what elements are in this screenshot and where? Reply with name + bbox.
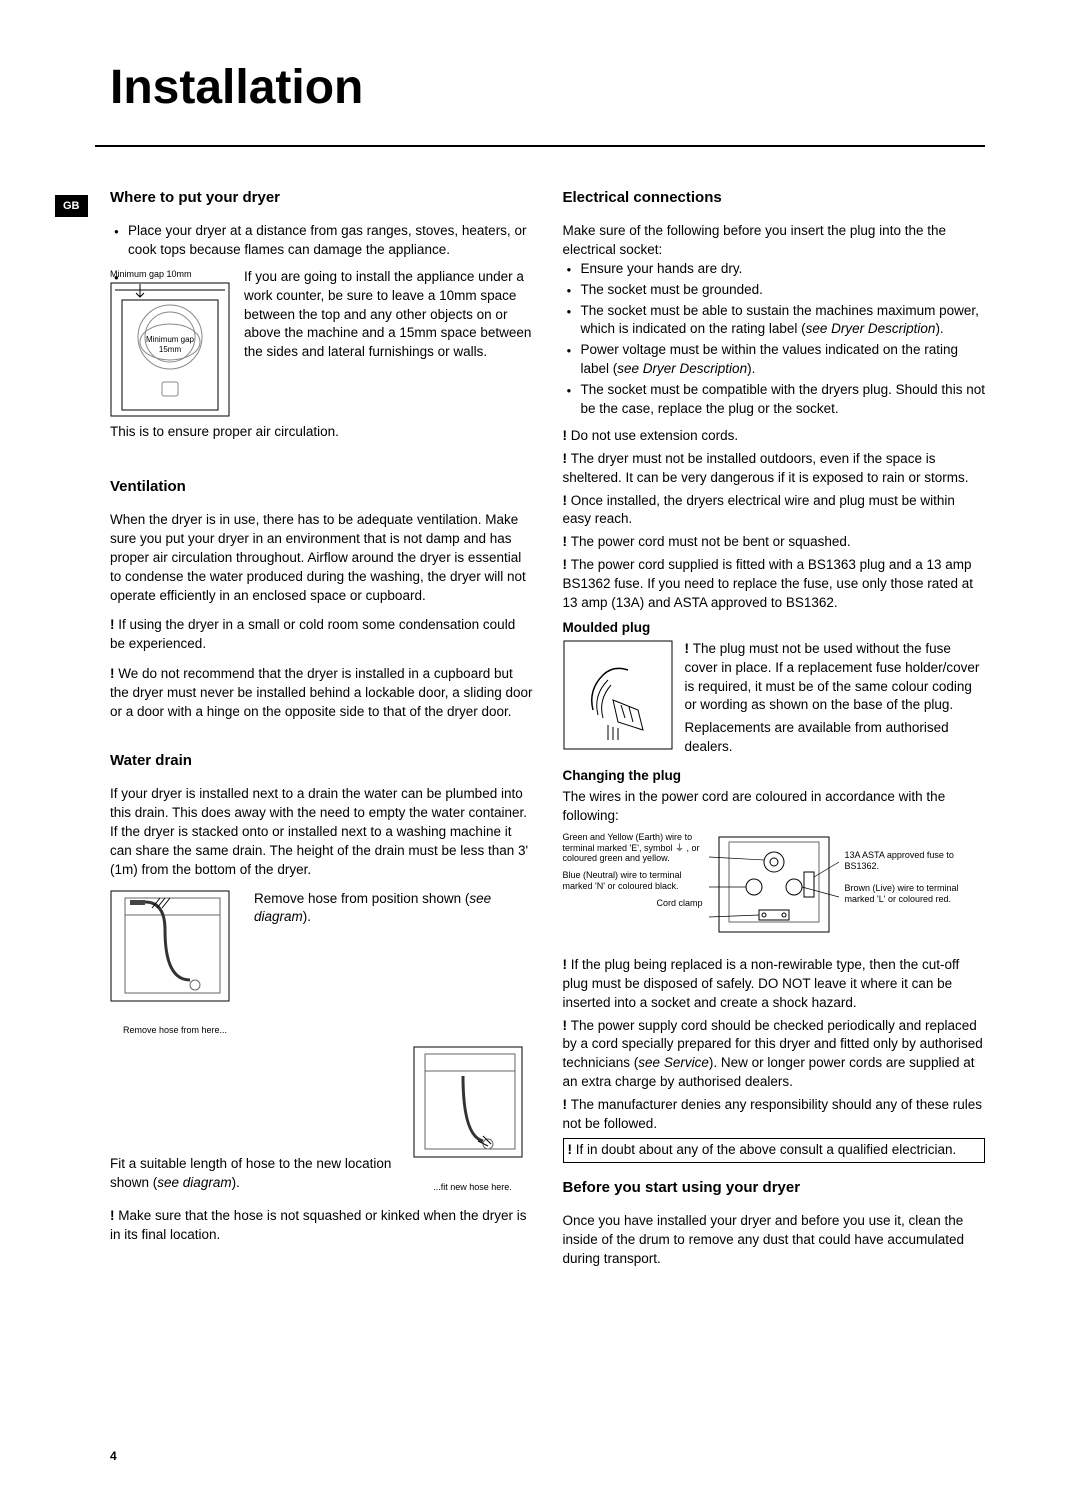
page-number: 4 [110, 1449, 117, 1463]
vent-heading: Ventilation [110, 476, 533, 497]
left-column: Where to put your dryer Place your dryer… [110, 187, 533, 1268]
hose-fig1-wrap: Remove hose from here... [110, 890, 240, 1037]
elec-w3: Once installed, the dryers electrical wi… [563, 492, 986, 530]
hose-cap2: ...fit new hose here. [413, 1182, 533, 1193]
plug-wiring-svg [709, 832, 839, 942]
drain-p2c: ). [303, 909, 311, 924]
label-blue: Blue (Neutral) wire to terminal marked '… [563, 870, 703, 892]
elec-b5: The socket must be compatible with the d… [563, 381, 986, 419]
content-columns: Where to put your dryer Place your dryer… [95, 187, 985, 1268]
vent-w2: We do not recommend that the dryer is in… [110, 665, 533, 722]
moulded-text: The plug must not be used without the fu… [685, 640, 986, 757]
moulded-p1: Replacements are available from authoris… [685, 719, 986, 757]
drain-p2a: Remove hose from position shown ( [254, 891, 469, 906]
elec-bullets: Ensure your hands are dry. The socket mu… [563, 260, 986, 419]
label-cord: Cord clamp [563, 898, 703, 909]
elec-b3b: see Dryer Description [806, 321, 936, 336]
where-heading: Where to put your dryer [110, 187, 533, 208]
elec-w4: The power cord must not be bent or squas… [563, 533, 986, 552]
drain-p3a: Fit a suitable length of hose to the new… [110, 1156, 391, 1190]
elec-w1: Do not use extension cords. [563, 427, 986, 446]
label-gy: Green and Yellow (Earth) wire to termina… [563, 832, 703, 864]
drain-p3b: see diagram [157, 1175, 231, 1190]
elec-w5: The power cord supplied is fitted with a… [563, 556, 986, 613]
elec-b4b: see Dryer Description [617, 361, 747, 376]
vent-p1: When the dryer is in use, there has to b… [110, 511, 533, 605]
moulded-plug-svg [563, 640, 673, 750]
where-bullets-2: If you are going to install the applianc… [110, 268, 533, 362]
vent-w1: If using the dryer in a small or cold ro… [110, 616, 533, 654]
hose-svg2 [413, 1046, 523, 1176]
before-heading: Before you start using your dryer [563, 1177, 986, 1198]
changing-w2: The power supply cord should be checked … [563, 1017, 986, 1093]
hose-cap1: Remove hose from here... [110, 1025, 240, 1036]
changing-w3: The manufacturer denies any responsibili… [563, 1096, 986, 1134]
where-b1: Place your dryer at a distance from gas … [110, 222, 533, 260]
changing-heading: Changing the plug [563, 767, 986, 786]
hose-row2: Fit a suitable length of hose to the new… [110, 1046, 533, 1193]
drain-p3: Fit a suitable length of hose to the new… [110, 1155, 393, 1193]
elec-intro: Make sure of the following before you in… [563, 222, 986, 260]
wire-labels-right: 13A ASTA approved fuse to BS1362. Brown … [845, 832, 965, 917]
elec-b2: The socket must be grounded. [563, 281, 986, 300]
elec-w2: The dryer must not be installed outdoors… [563, 450, 986, 488]
moulded-heading: Moulded plug [563, 619, 986, 638]
elec-b3c: ). [935, 321, 943, 336]
changing-w1: If the plug being replaced is a non-rewi… [563, 956, 986, 1013]
page-title: Installation [110, 60, 985, 115]
changing-boxed: If in doubt about any of the above consu… [563, 1138, 986, 1163]
drain-w1: Make sure that the hose is not squashed … [110, 1207, 533, 1245]
hose-svg1 [110, 890, 230, 1020]
hose-fig2-wrap: ...fit new hose here. [413, 1046, 533, 1193]
changing-w2b: see Service [638, 1055, 709, 1070]
wire-labels-left: Green and Yellow (Earth) wire to termina… [563, 832, 703, 915]
elec-b4c: ). [747, 361, 755, 376]
elec-b1: Ensure your hands are dry. [563, 260, 986, 279]
drain-heading: Water drain [110, 750, 533, 771]
elec-b4: Power voltage must be within the values … [563, 341, 986, 379]
right-column: Electrical connections Make sure of the … [563, 187, 986, 1268]
elec-heading: Electrical connections [563, 187, 986, 208]
gb-badge: GB [55, 195, 88, 217]
label-brown: Brown (Live) wire to terminal marked 'L'… [845, 883, 965, 905]
where-bullets-1: Place your dryer at a distance from gas … [110, 222, 533, 260]
wire-diagram: Green and Yellow (Earth) wire to termina… [563, 832, 986, 942]
moulded-row: The plug must not be used without the fu… [563, 640, 986, 757]
drain-p3c: ). [232, 1175, 240, 1190]
where-b2: If you are going to install the applianc… [110, 268, 533, 362]
label-fuse: 13A ASTA approved fuse to BS1362. [845, 850, 965, 872]
before-p1: Once you have installed your dryer and b… [563, 1212, 986, 1269]
title-rule [95, 145, 985, 147]
drain-p1: If your dryer is installed next to a dra… [110, 785, 533, 879]
changing-p1: The wires in the power cord are coloured… [563, 788, 986, 826]
where-after: This is to ensure proper air circulation… [110, 423, 533, 442]
moulded-w1: The plug must not be used without the fu… [685, 640, 986, 716]
elec-b3: The socket must be able to sustain the m… [563, 302, 986, 340]
